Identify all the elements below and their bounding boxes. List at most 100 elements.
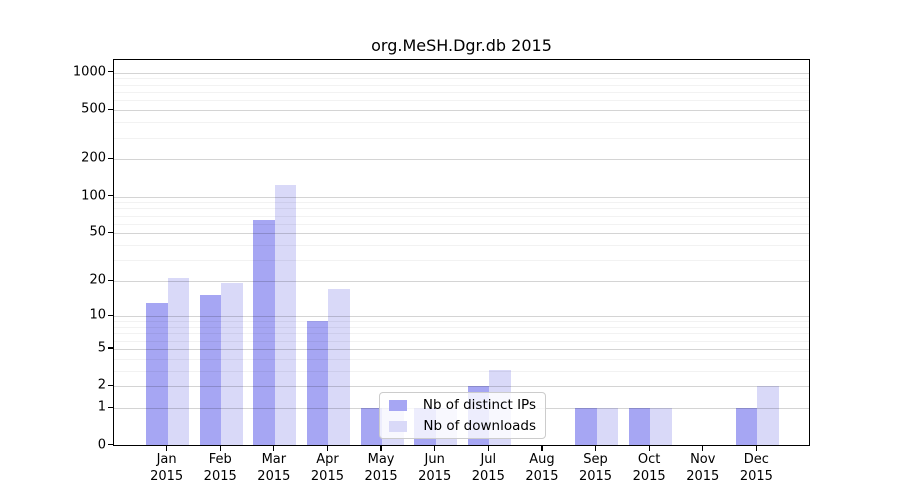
minor-gridline [114, 137, 809, 139]
y-axis-tick [108, 279, 113, 281]
legend-label-distinct-ips: Nb of distinct IPs [422, 397, 536, 413]
x-axis-year: 2015 [364, 469, 398, 484]
chart-title: org.MeSH.Dgr.db 2015 [371, 36, 552, 55]
y-axis-label: 1000 [72, 64, 106, 80]
bar-distinct-ips-jan [146, 302, 168, 445]
y-axis-tick [108, 384, 113, 386]
y-axis-label: 50 [89, 224, 106, 240]
bar-distinct-ips-sep [575, 407, 597, 445]
minor-gridline [114, 333, 809, 335]
x-axis-month: Oct [637, 452, 661, 467]
minor-gridline [114, 78, 809, 80]
x-axis-label: Sep 2015 [566, 451, 626, 485]
minor-gridline [114, 202, 809, 204]
x-axis-month: Apr [316, 452, 339, 467]
bar-downloads-jan [167, 278, 190, 445]
x-axis-label: Mar 2015 [244, 451, 304, 485]
x-axis-year: 2015 [471, 469, 505, 484]
bar-distinct-ips-dec [735, 407, 758, 445]
legend-swatch-downloads [389, 420, 408, 432]
bar-downloads-dec [757, 385, 779, 445]
y-axis-label: 500 [81, 101, 106, 117]
x-axis-tick [166, 446, 168, 451]
bar-distinct-ips-may [360, 407, 383, 445]
major-gridline [114, 233, 809, 235]
x-axis-label: Jan 2015 [137, 451, 197, 485]
x-axis-tick [648, 446, 650, 451]
major-gridline [114, 348, 809, 350]
legend-swatch-distinct-ips [389, 399, 407, 411]
minor-gridline [114, 260, 809, 262]
legend-label-downloads: Nb of downloads [423, 418, 536, 434]
y-axis-label: 20 [89, 272, 106, 288]
minor-gridline [114, 208, 809, 210]
x-axis-label: Apr 2015 [297, 451, 357, 485]
x-axis-tick [594, 446, 597, 451]
minor-gridline [114, 327, 809, 329]
major-gridline [114, 196, 809, 198]
minor-gridline [114, 215, 809, 217]
x-axis-tick [702, 446, 704, 451]
x-axis-tick [273, 446, 275, 451]
x-axis-label: Oct 2015 [619, 451, 679, 485]
bar-downloads-apr [328, 288, 350, 445]
x-axis-year: 2015 [310, 469, 344, 484]
x-axis-month: May [367, 452, 395, 467]
x-axis-month: Jun [424, 452, 445, 467]
y-axis-label: 5 [97, 340, 106, 356]
minor-gridline [114, 340, 809, 342]
major-gridline [114, 159, 809, 161]
y-axis-tick [108, 314, 113, 316]
x-axis-month: Sep [583, 452, 608, 467]
x-axis-label: Nov 2015 [673, 451, 733, 485]
bar-distinct-ips-apr [306, 320, 329, 445]
x-axis-year: 2015 [525, 469, 559, 484]
legend: Nb of distinct IPs Nb of downloads [379, 392, 546, 439]
bar-downloads-sep [596, 407, 619, 445]
x-axis-tick [487, 446, 489, 451]
x-axis-tick [326, 446, 329, 451]
y-axis-label: 10 [89, 307, 106, 323]
bar-downloads-mar [274, 185, 297, 445]
y-axis-tick [108, 347, 113, 349]
x-axis-label: Feb 2015 [190, 451, 250, 485]
y-axis-label: 0 [97, 437, 106, 453]
x-axis-label: May 2015 [351, 451, 411, 485]
x-axis-tick [219, 446, 221, 451]
x-axis-tick [755, 446, 757, 451]
x-axis-month: Jul [480, 452, 497, 467]
x-axis-tick [541, 446, 543, 451]
legend-item-downloads: Nb of downloads [389, 418, 536, 434]
minor-gridline [114, 84, 809, 86]
minor-gridline [114, 370, 809, 372]
x-axis-year: 2015 [150, 469, 184, 484]
major-gridline [114, 386, 809, 388]
y-axis-label: 100 [81, 188, 106, 204]
y-axis-tick [108, 157, 113, 159]
major-gridline [114, 281, 809, 283]
y-axis-tick [108, 444, 113, 446]
x-axis-month: Mar [261, 452, 287, 467]
minor-gridline [114, 91, 809, 93]
x-axis-year: 2015 [203, 469, 237, 484]
x-axis-month: Aug [529, 452, 555, 467]
bar-distinct-ips-oct [628, 407, 651, 445]
y-axis-label: 200 [81, 150, 106, 166]
x-axis-year: 2015 [632, 469, 666, 484]
x-axis-tick [434, 446, 436, 451]
bar-distinct-ips-mar [253, 219, 275, 445]
x-axis-year: 2015 [686, 469, 720, 484]
bar-downloads-feb [221, 283, 243, 445]
minor-gridline [114, 321, 809, 323]
x-axis-year: 2015 [257, 469, 291, 484]
x-axis-month: Nov [690, 452, 716, 467]
x-axis-label: Aug 2015 [512, 451, 572, 485]
x-axis-month: Jan [156, 452, 177, 467]
x-axis-label: Jun 2015 [405, 451, 465, 485]
minor-gridline [114, 358, 809, 360]
grid-layer [114, 60, 809, 445]
legend-item-distinct-ips: Nb of distinct IPs [389, 397, 536, 413]
y-axis-tick [108, 231, 113, 234]
x-axis-year: 2015 [739, 469, 773, 484]
